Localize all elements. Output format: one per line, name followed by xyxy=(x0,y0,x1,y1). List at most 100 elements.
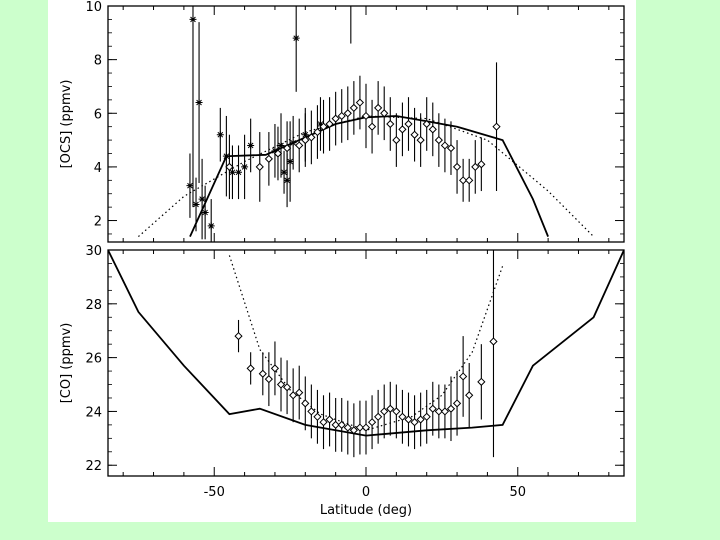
co-diamond-point xyxy=(428,404,437,413)
co-diamond-point xyxy=(289,391,298,400)
ocs-diamond-point xyxy=(416,135,425,145)
ocs-star-point xyxy=(228,168,236,176)
ocs-star-point xyxy=(198,195,206,203)
co-diamond-point xyxy=(392,407,401,416)
co-diamond-point xyxy=(489,337,498,346)
ocs-star-point xyxy=(195,99,203,107)
co-diamond-point xyxy=(349,426,358,435)
ocs-diamond-point xyxy=(343,109,352,118)
ocs-diamond-point xyxy=(452,162,462,172)
ocs-star-point xyxy=(247,141,255,149)
ocs-diamond-point xyxy=(410,130,419,139)
co-diamond-point xyxy=(264,375,273,384)
ocs-diamond-point xyxy=(255,162,264,172)
ocs-plot: 2 4 6 8 10 [OCS] (ppmv) xyxy=(59,0,625,243)
co-ytick-label: 22 xyxy=(85,459,102,474)
ocs-diamond-point xyxy=(392,135,401,145)
ocs-diamond-point xyxy=(428,125,437,134)
co-diamond-point xyxy=(410,418,419,427)
ocs-star-point xyxy=(235,168,243,176)
co-plot-area xyxy=(108,250,624,458)
ocs-diamond-point xyxy=(225,162,234,172)
ocs-diamond-point xyxy=(386,119,395,129)
ocs-diamond-point xyxy=(349,103,358,113)
figure-panel: 2 4 6 8 10 [OCS] (ppmv) 22 24 26 28 30 -50 0 50 Latit… xyxy=(48,0,636,522)
ocs-diamond-point xyxy=(465,176,474,185)
ocs-diamond-point xyxy=(313,127,322,137)
ocs-diamond-point xyxy=(404,119,413,129)
co-diamond-point xyxy=(361,423,371,432)
ocs-star-point xyxy=(207,222,215,230)
co-plot: 22 24 26 28 30 -50 0 50 Latitude (deg) [CO] (ppmv… xyxy=(59,244,625,518)
co-ytick-label: 26 xyxy=(85,352,102,367)
ocs-ytick-label: 4 xyxy=(94,161,102,176)
co-diamond-point xyxy=(465,391,474,400)
co-diamond-point xyxy=(282,383,292,392)
co-diamond-point xyxy=(459,372,468,381)
co-model-dotted-line xyxy=(228,255,504,431)
ocs-star-point xyxy=(192,200,200,208)
ocs-diamond-point xyxy=(301,135,310,145)
ocs-diamond-point xyxy=(367,122,377,131)
ocs-star-point xyxy=(283,176,291,184)
co-xaxis-label: Latitude (deg) xyxy=(320,503,412,518)
co-xtick-label: 50 xyxy=(509,485,526,500)
co-yaxis-label: [CO] (ppmv) xyxy=(59,323,74,404)
co-diamond-point xyxy=(319,418,328,427)
co-diamond-point xyxy=(398,412,407,421)
co-diamond-point xyxy=(301,399,310,408)
ocs-star-point xyxy=(216,131,224,139)
ocs-diamond-point xyxy=(273,149,283,158)
co-xtick-label: 0 xyxy=(362,485,370,500)
co-diamond-point xyxy=(422,412,431,421)
ocs-diamond-point xyxy=(307,133,316,142)
ocs-diamond-point xyxy=(325,119,334,129)
ocs-star-point xyxy=(189,15,197,23)
co-diamond-point xyxy=(380,407,389,416)
co-diamond-point xyxy=(386,404,395,413)
co-ytick-label: 24 xyxy=(85,405,102,420)
ocs-diamond-point xyxy=(374,103,383,113)
ocs-star-point xyxy=(186,182,194,190)
co-diamond-point xyxy=(355,423,365,432)
ocs-star-point xyxy=(289,139,297,147)
ocs-diamond-point xyxy=(440,141,450,150)
co-diamond-point xyxy=(258,369,267,378)
ocs-diamond-point xyxy=(477,160,486,169)
co-ytick-label: 30 xyxy=(85,244,102,259)
ocs-diamond-point xyxy=(264,154,273,163)
ocs-diamond-point xyxy=(446,144,456,153)
ocs-diamond-point xyxy=(380,109,389,118)
co-diamond-point xyxy=(325,415,334,424)
ocs-diamond-point xyxy=(319,122,328,131)
co-diamond-point xyxy=(446,404,456,413)
co-diamond-point xyxy=(416,415,425,424)
ocs-star-point xyxy=(222,152,230,160)
co-diamond-point xyxy=(434,407,443,416)
ocs-star-point xyxy=(271,147,279,155)
ocs-diamond-point xyxy=(422,119,431,129)
co-diamond-point xyxy=(343,423,352,432)
co-diamond-point xyxy=(307,407,316,416)
ocs-star-point xyxy=(280,168,288,176)
ocs-ytick-label: 8 xyxy=(94,54,102,69)
ocs-star-point xyxy=(316,120,324,128)
ocs-ytick-label: 2 xyxy=(94,215,102,230)
ocs-diamond-point xyxy=(331,114,340,123)
ocs-plot-area xyxy=(138,6,595,242)
ocs-diamond-point xyxy=(295,141,304,150)
ocs-diamond-point xyxy=(471,162,480,172)
co-diamond-point xyxy=(374,412,383,421)
co-ytick-label: 28 xyxy=(85,298,102,313)
ocs-diamond-point xyxy=(434,135,443,145)
ocs-ytick-label: 10 xyxy=(85,0,102,15)
co-diamond-point xyxy=(477,377,486,386)
ocs-diamond-point xyxy=(361,111,371,121)
co-diamond-point xyxy=(295,388,304,397)
ocs-model-solid-line xyxy=(189,115,549,237)
co-diamond-point xyxy=(234,331,243,341)
ocs-star-point xyxy=(286,158,294,166)
co-diamond-point xyxy=(331,420,340,429)
co-diamond-point xyxy=(276,380,286,389)
ocs-star-point xyxy=(201,209,209,216)
